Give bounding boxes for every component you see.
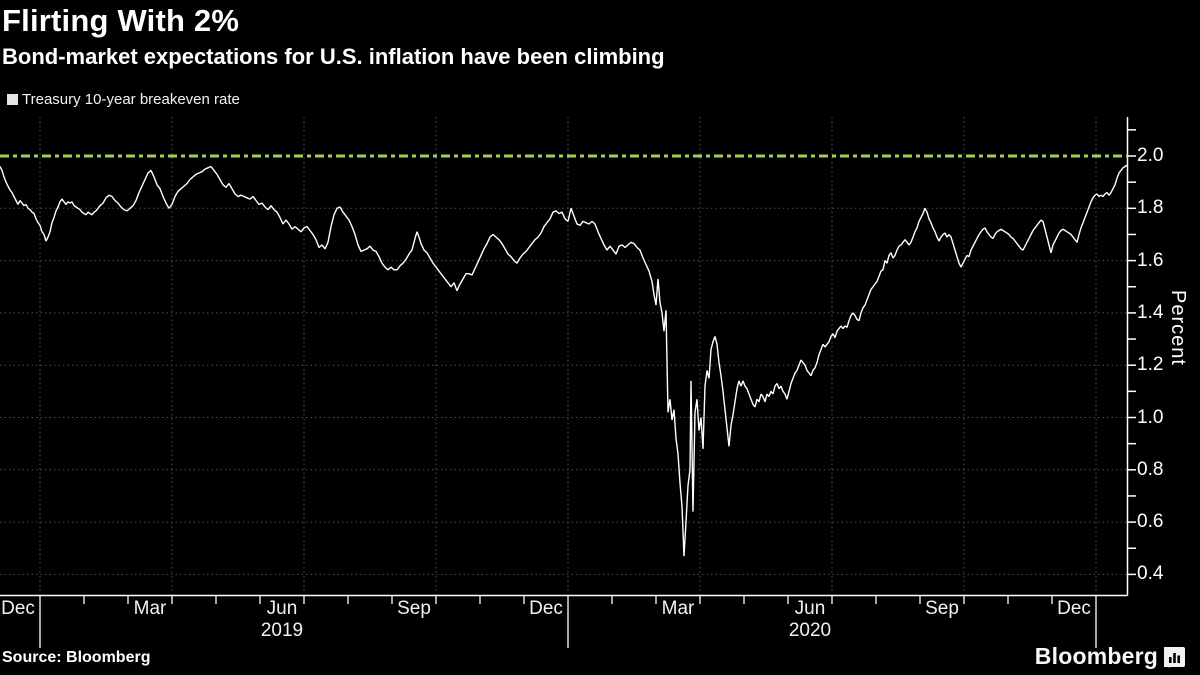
y-tick-label: 0.4 xyxy=(1137,563,1164,585)
bloomberg-logo: Bloomberg xyxy=(1035,643,1186,670)
source-note: Source: Bloomberg xyxy=(2,649,151,666)
x-tick-label: Sep xyxy=(397,598,431,619)
y-tick-label: 1.6 xyxy=(1137,249,1164,271)
bar-chart-bubble-icon xyxy=(1164,646,1185,667)
x-tick-label: Dec xyxy=(529,598,563,619)
y-tick-label: 0.8 xyxy=(1137,458,1164,480)
y-tick-label: 1.8 xyxy=(1137,197,1164,219)
legend: Treasury 10-year breakeven rate xyxy=(7,91,240,108)
breakeven-rate-line xyxy=(0,164,1128,557)
y-tick-label: 0.6 xyxy=(1137,511,1164,533)
y-axis-title: Percent xyxy=(1167,290,1189,366)
y-tick-label: 1.4 xyxy=(1137,301,1164,323)
x-tick-label: Jun xyxy=(794,598,826,619)
y-tick-label: 1.0 xyxy=(1137,406,1164,428)
y-tick-label: 1.2 xyxy=(1137,354,1164,376)
x-tick-label: Dec xyxy=(1,598,35,619)
bloomberg-wordmark: Bloomberg xyxy=(1034,643,1158,669)
x-tick-label: Mar xyxy=(661,598,695,619)
legend-label: Treasury 10-year breakeven rate xyxy=(22,91,240,108)
legend-square-icon xyxy=(7,94,18,105)
x-tick-label: Jun xyxy=(266,598,298,619)
x-year-label: 2019 xyxy=(260,620,304,641)
y-tick-label: 2.0 xyxy=(1137,145,1164,166)
x-year-label: 2020 xyxy=(788,620,832,641)
page-title: Flirting With 2% xyxy=(2,3,240,38)
x-tick-label: Sep xyxy=(925,598,959,619)
x-tick-label: Mar xyxy=(133,598,167,619)
chart-subtitle: Bond-market expectations for U.S. inflat… xyxy=(2,44,665,69)
x-tick-label: Dec xyxy=(1057,598,1091,619)
